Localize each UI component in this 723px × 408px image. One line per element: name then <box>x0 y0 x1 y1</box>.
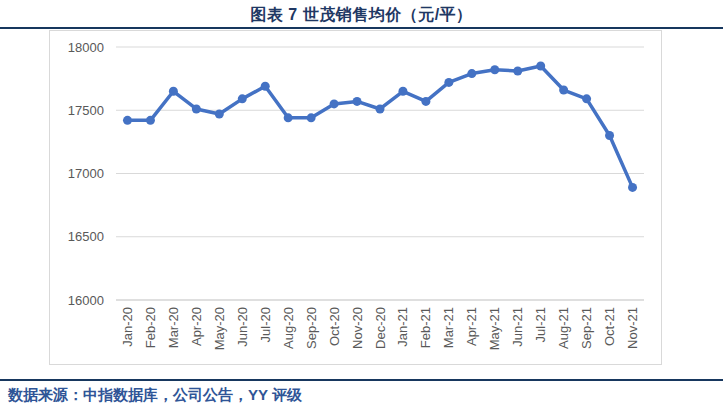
x-tick-label: Mar-21 <box>441 307 456 348</box>
y-tick-label: 16000 <box>68 293 104 308</box>
y-tick-label: 18000 <box>68 40 104 55</box>
x-tick-label: Jul-20 <box>258 307 273 342</box>
data-point-marker <box>513 67 522 76</box>
report-figure-page: 图表 7 世茂销售均价（元/平） 16000 16500 17000 17500 180… <box>0 0 723 408</box>
data-point-marker <box>582 94 591 103</box>
data-point-marker <box>353 97 362 106</box>
data-point-marker <box>123 116 132 125</box>
data-point-marker <box>238 94 247 103</box>
header-divider <box>0 27 723 29</box>
x-tick-label: Oct-20 <box>327 307 342 346</box>
x-tick-label: Apr-20 <box>189 307 204 346</box>
data-point-marker <box>192 104 201 113</box>
data-point-marker <box>444 78 453 87</box>
x-tick-label: Oct-21 <box>602 307 617 346</box>
y-tick-label: 17500 <box>68 103 104 118</box>
x-tick-label: Jan-21 <box>395 307 410 347</box>
data-point-marker <box>467 69 476 78</box>
footer-divider <box>0 379 723 381</box>
x-tick-label: Feb-21 <box>418 307 433 348</box>
data-point-marker <box>536 61 545 70</box>
data-source-note: 数据来源：中指数据库，公司公告，YY 评级 <box>8 384 708 406</box>
x-tick-label: Dec-20 <box>373 307 388 349</box>
x-tick-label: Aug-20 <box>281 307 296 349</box>
line-chart: 16000 16500 17000 17500 18000 Jan-20 Feb-20 Mar… <box>50 31 661 364</box>
x-tick-label: May-21 <box>487 307 502 350</box>
x-tick-label: Sep-21 <box>579 307 594 349</box>
data-point-marker <box>628 183 637 192</box>
x-tick-label: Nov-21 <box>625 307 640 349</box>
data-point-marker <box>376 104 385 113</box>
x-tick-label: Sep-20 <box>304 307 319 349</box>
data-point-marker <box>490 65 499 74</box>
data-point-marker <box>146 116 155 125</box>
chart-container: 16000 16500 17000 17500 18000 Jan-20 Feb-20 Mar… <box>49 30 662 365</box>
x-tick-label: Aug-21 <box>556 307 571 349</box>
data-point-marker <box>398 87 407 96</box>
data-point-marker <box>284 113 293 122</box>
data-point-marker <box>215 110 224 119</box>
x-tick-label: Jun-20 <box>235 307 250 347</box>
data-point-marker <box>605 131 614 140</box>
y-tick-label: 17000 <box>68 166 104 181</box>
data-point-marker <box>330 99 339 108</box>
x-tick-label: Apr-21 <box>464 307 479 346</box>
data-point-marker <box>169 87 178 96</box>
x-tick-label: Nov-20 <box>350 307 365 349</box>
series-line <box>127 66 632 187</box>
x-tick-label: Mar-20 <box>166 307 181 348</box>
x-tick-label: Jul-21 <box>533 307 548 342</box>
data-point-marker <box>421 97 430 106</box>
x-tick-label: Jan-20 <box>120 307 135 347</box>
x-tick-label: May-20 <box>212 307 227 350</box>
data-point-marker <box>261 82 270 91</box>
x-tick-label: Jun-21 <box>510 307 525 347</box>
figure-caption: 图表 7 世茂销售均价（元/平） <box>0 3 723 27</box>
y-tick-label: 16500 <box>68 229 104 244</box>
data-point-marker <box>307 113 316 122</box>
x-tick-label: Feb-20 <box>143 307 158 348</box>
data-point-marker <box>559 86 568 95</box>
